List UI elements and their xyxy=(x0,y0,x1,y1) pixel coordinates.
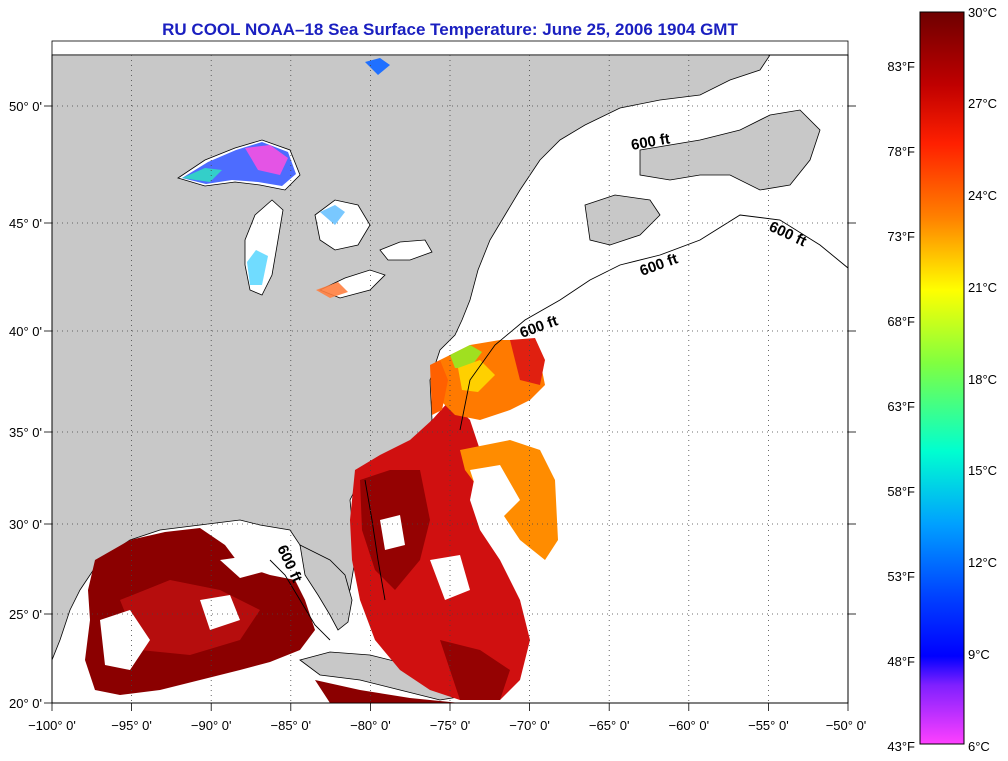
colorbar-c-label: 27°C xyxy=(968,96,997,111)
sst-lake-erie xyxy=(316,282,348,298)
colorbar-f-label: 73°F xyxy=(887,229,915,244)
lat-label: 45° 0' xyxy=(9,216,42,231)
sst-lake-michigan xyxy=(247,250,268,285)
contour-florida xyxy=(364,479,386,601)
lake-ontario xyxy=(379,239,433,261)
lon-label: −65° 0' xyxy=(589,718,630,733)
maritime-land xyxy=(639,109,821,191)
lon-label: −70° 0' xyxy=(509,718,550,733)
lon-label: −90° 0' xyxy=(191,718,232,733)
sst-mid-atlantic-red xyxy=(510,338,545,385)
lon-label: −50° 0' xyxy=(826,718,867,733)
sst-chesapeake xyxy=(430,360,448,415)
lon-label: −80° 0' xyxy=(350,718,391,733)
colorbar-c-label: 12°C xyxy=(968,555,997,570)
colorbar-f-label: 48°F xyxy=(887,654,915,669)
lon-label: −100° 0' xyxy=(28,718,76,733)
lon-labels: −100° 0' −95° 0' −90° 0' −85° 0' −80° 0'… xyxy=(28,718,866,733)
lon-label: −95° 0' xyxy=(111,718,152,733)
lat-label: 50° 0' xyxy=(9,99,42,114)
colorbar: 83°F 78°F 73°F 68°F 63°F 58°F 53°F 48°F … xyxy=(887,5,997,754)
colorbar-f-label: 63°F xyxy=(887,399,915,414)
sst-atlantic-cloud xyxy=(380,465,520,600)
colorbar-c-label: 6°C xyxy=(968,739,990,754)
lon-label: −55° 0' xyxy=(748,718,789,733)
lon-label: −75° 0' xyxy=(430,718,471,733)
lon-label: −85° 0' xyxy=(271,718,312,733)
grid xyxy=(52,55,848,703)
nova-scotia xyxy=(584,194,661,246)
lat-label: 25° 0' xyxy=(9,607,42,622)
lon-label: −60° 0' xyxy=(669,718,710,733)
colorbar-f-label: 68°F xyxy=(887,314,915,329)
sst-lake-superior-cyan xyxy=(182,168,222,182)
colorbar-c-label: 15°C xyxy=(968,463,997,478)
sst-mid-atlantic-yellow xyxy=(458,360,495,392)
contour-gulf xyxy=(269,559,331,641)
sst-lake-small-north xyxy=(365,58,390,75)
colorbar-c-label: 18°C xyxy=(968,372,997,387)
map-title: RU COOL NOAA–18 Sea Surface Temperature:… xyxy=(162,20,738,39)
lat-labels: 20° 0' 25° 0' 30° 0' 35° 0' 40° 0' 45° 0… xyxy=(9,99,42,711)
colorbar-f-label: 83°F xyxy=(887,59,915,74)
colorbar-c-label: 9°C xyxy=(968,647,990,662)
lat-label: 35° 0' xyxy=(9,425,42,440)
lat-label: 30° 0' xyxy=(9,517,42,532)
lat-label: 40° 0' xyxy=(9,324,42,339)
colorbar-c-label: 21°C xyxy=(968,280,997,295)
sst-lake-huron xyxy=(320,205,345,225)
colorbar-f-label: 58°F xyxy=(887,484,915,499)
colorbar-gradient xyxy=(919,11,965,745)
lat-label: 20° 0' xyxy=(9,696,42,711)
colorbar-f-label: 53°F xyxy=(887,569,915,584)
depth-contours xyxy=(269,214,848,641)
sst-caribbean xyxy=(315,680,460,703)
colorbar-c-label: 30°C xyxy=(968,5,997,20)
colorbar-f-label: 43°F xyxy=(887,739,915,754)
colorbar-c-label: 24°C xyxy=(968,188,997,203)
sst-lake-superior-magenta xyxy=(245,145,288,175)
colorbar-f-label: 78°F xyxy=(887,144,915,159)
depth-label-1: 600 ft xyxy=(630,130,672,154)
sst-gulf-cloud xyxy=(100,555,270,670)
plot-area: 600 ft 600 ft 600 ft 600 ft 600 ft xyxy=(44,40,856,711)
contour-northeast xyxy=(459,214,848,431)
tick-marks xyxy=(44,105,856,711)
florida xyxy=(299,544,353,631)
